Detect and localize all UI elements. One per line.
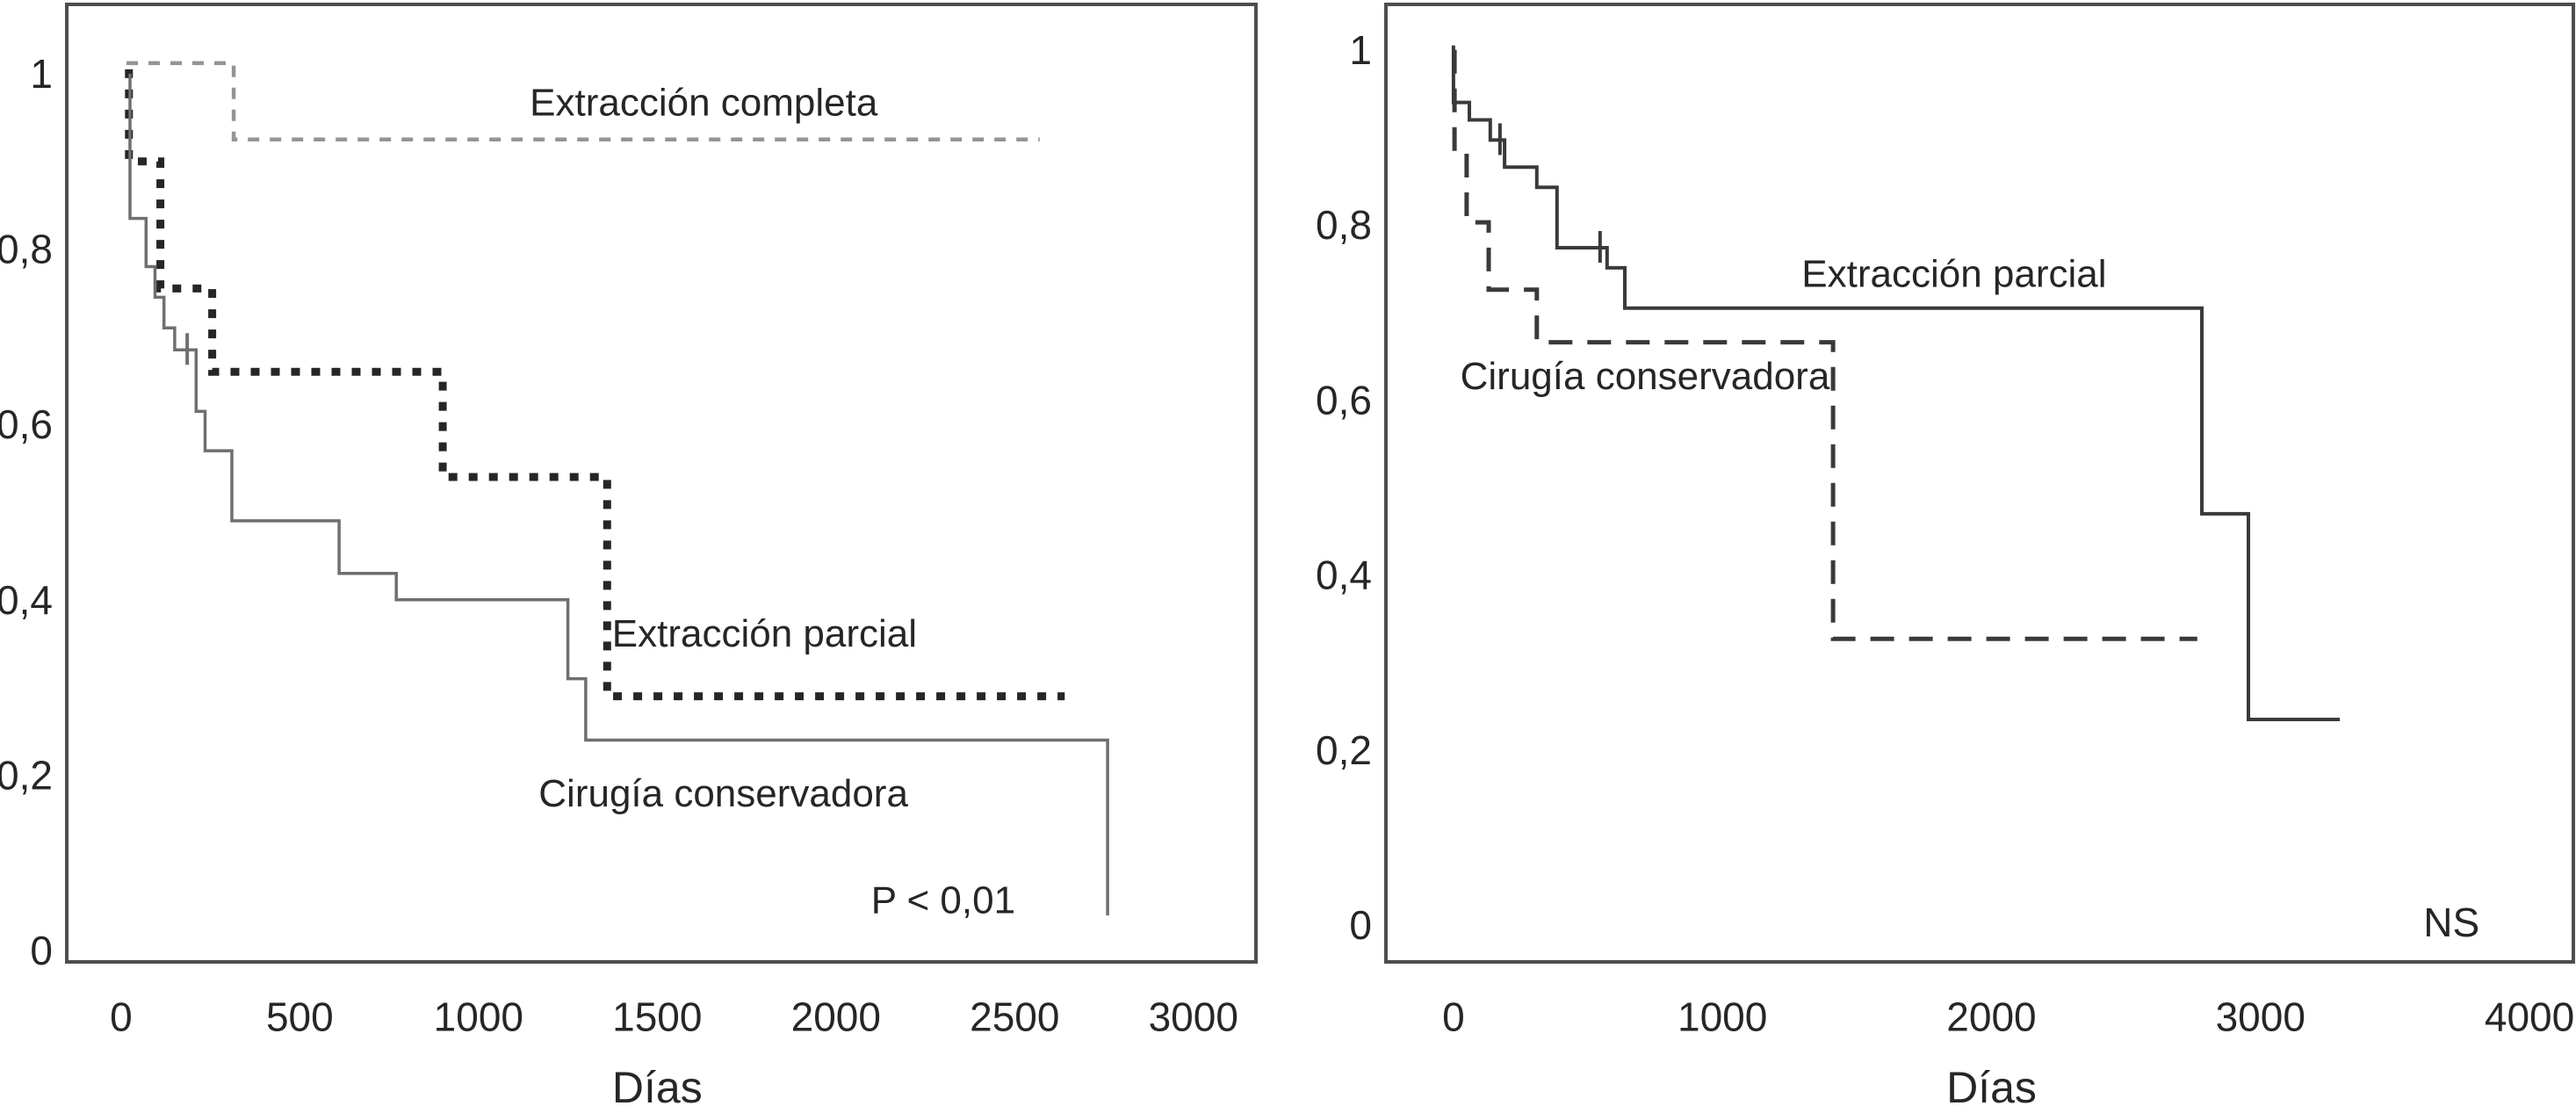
y-tick-label: 0,4	[1316, 553, 1372, 598]
curve-annotation: Cirugía conservadora	[538, 772, 908, 815]
y-tick-label: 0,8	[1316, 202, 1372, 248]
curve-annotation: Cirugía conservadora	[1461, 355, 1830, 398]
plot-frame	[1384, 3, 2575, 964]
x-tick-label: 3000	[1149, 994, 1238, 1040]
y-tick-label: 0,4	[0, 577, 53, 623]
x-axis-title: Días	[612, 1063, 703, 1112]
curve-annotation: Extracción completa	[530, 81, 878, 124]
y-tick-label: 0,8	[0, 226, 53, 271]
x-tick-label: 0	[110, 994, 133, 1040]
survival-curve-0	[126, 61, 1040, 141]
x-tick-label: 1500	[612, 994, 702, 1040]
y-tick-label: 1	[30, 51, 53, 97]
curve-annotation: Extracción parcial	[612, 612, 917, 655]
survival-curve-1	[125, 69, 1065, 701]
x-tick-label: 3000	[2216, 994, 2305, 1040]
y-tick-label: 0,2	[1316, 727, 1372, 773]
survival-curve-2	[128, 73, 1109, 916]
x-axis-title: Días	[1946, 1063, 2037, 1112]
x-tick-label: 1000	[434, 994, 523, 1040]
x-tick-label: 500	[266, 994, 334, 1040]
y-tick-label: 0,2	[0, 752, 53, 798]
x-tick-label: 4000	[2485, 994, 2574, 1040]
x-tick-label: 1000	[1678, 994, 1767, 1040]
x-tick-label: 0	[1442, 994, 1465, 1040]
y-tick-label: 0	[1349, 902, 1372, 948]
y-tick-label: 0	[30, 928, 53, 973]
curve-annotation: Extracción parcial	[1801, 252, 2106, 295]
y-tick-label: 1	[1349, 27, 1372, 73]
survival-curve-0	[1451, 45, 2341, 721]
y-tick-label: 0,6	[0, 401, 53, 447]
x-tick-label: 2000	[1946, 994, 2036, 1040]
plot-frame	[65, 3, 1258, 964]
survival-curve-1	[1452, 49, 2197, 641]
x-tick-label: 2500	[970, 994, 1059, 1040]
y-tick-label: 0,6	[1316, 377, 1372, 423]
curve-annotation: P < 0,01	[871, 879, 1015, 922]
curve-annotation: NS	[2423, 900, 2479, 945]
x-tick-label: 2000	[791, 994, 881, 1040]
